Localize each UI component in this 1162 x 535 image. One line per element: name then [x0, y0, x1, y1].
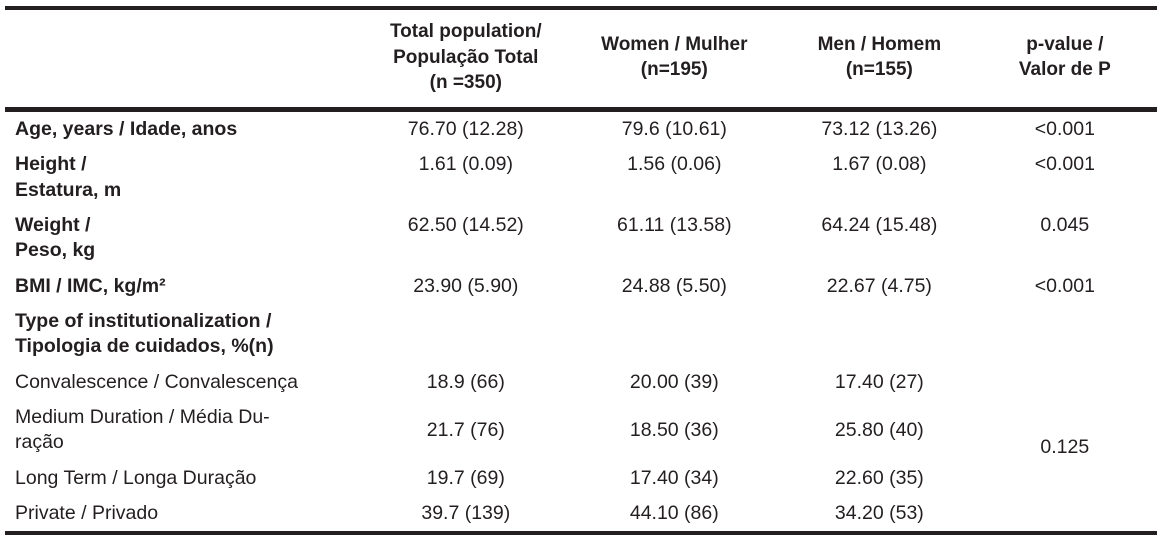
cell-men: 34.20 (53)	[834, 502, 924, 525]
cell-men	[786, 304, 973, 365]
col-header-men: Men / Homem (n=155)	[786, 8, 973, 112]
cell-women: 24.88 (5.50)	[621, 274, 727, 297]
cell-women	[563, 304, 786, 365]
cell-men: 64.24 (15.48)	[821, 213, 938, 236]
cell-women: 61.11 (13.58)	[617, 213, 732, 236]
row-label: Height / Estatura, m	[15, 153, 122, 201]
table-row-convalescence: Convalescence / Convalescença 18.9 (66) …	[5, 365, 1157, 459]
cell-total	[369, 304, 563, 365]
cell-total: 18.9 (66)	[426, 370, 505, 393]
cell-group-pvalue: 0.125	[1040, 436, 1090, 459]
cell-women: 1.56 (0.06)	[627, 153, 722, 176]
cell-total: 76.70 (12.28)	[407, 117, 524, 140]
cell-women: 17.40 (34)	[629, 466, 719, 489]
cell-women: 20.00 (39)	[629, 370, 719, 393]
col-header-empty	[5, 8, 370, 112]
row-label: Age, years / Idade, anos	[15, 117, 238, 140]
row-label: Weight / Peso, kg	[15, 213, 96, 262]
cell-total: 23.90 (5.90)	[413, 274, 519, 297]
cell-pvalue	[973, 304, 1157, 365]
cell-total: 19.7 (69)	[426, 466, 505, 489]
table-row-medium-duration: Medium Duration / Média Du- ração 21.7 (…	[5, 400, 1157, 461]
cell-total: 1.61 (0.09)	[418, 153, 513, 176]
row-label: Private / Privado	[15, 502, 159, 525]
row-label: Convalescence / Convalescença	[15, 370, 298, 393]
row-label: Type of institutionalization / Tipologia…	[15, 309, 274, 358]
population-statistics-table: Total population/ População Total (n =35…	[5, 6, 1157, 535]
table-row-long-term: Long Term / Longa Duração 19.7 (69) 17.4…	[5, 461, 1157, 496]
table-row-institutionalization-type: Type of institutionalization / Tipologia…	[5, 304, 1157, 365]
table-row-bmi: BMI / IMC, kg/m² 23.90 (5.90) 24.88 (5.5…	[5, 269, 1157, 304]
cell-pvalue: <0.001	[1034, 274, 1095, 297]
row-label: Long Term / Longa Duração	[15, 466, 257, 489]
cell-men: 22.67 (4.75)	[826, 274, 932, 297]
cell-women: 18.50 (36)	[629, 418, 719, 441]
cell-total: 39.7 (139)	[421, 502, 511, 525]
cell-women: 79.6 (10.61)	[621, 117, 727, 140]
col-header-pvalue: p-value / Valor de P	[972, 8, 1157, 112]
cell-pvalue: 0.045	[1040, 213, 1090, 236]
cell-men: 17.40 (27)	[834, 370, 924, 393]
header-row: Total population/ População Total (n =35…	[5, 8, 1157, 112]
cell-men: 73.12 (13.26)	[821, 117, 938, 140]
table-row-age: Age, years / Idade, anos 76.70 (12.28) 7…	[5, 109, 1157, 147]
col-header-women: Women / Mulher (n=195)	[562, 8, 787, 112]
cell-total: 62.50 (14.52)	[407, 213, 524, 236]
table-row-weight: Weight / Peso, kg 62.50 (14.52) 61.11 (1…	[5, 208, 1157, 269]
cell-men: 1.67 (0.08)	[832, 153, 927, 176]
cell-men: 25.80 (40)	[834, 418, 924, 441]
cell-pvalue: <0.001	[1034, 117, 1095, 140]
cell-pvalue: <0.001	[1034, 153, 1095, 176]
row-label: Medium Duration / Média Du- ração	[15, 406, 270, 454]
cell-men: 22.60 (35)	[834, 466, 924, 489]
table-row-private: Private / Privado 39.7 (139) 44.10 (86) …	[5, 496, 1157, 534]
row-label: BMI / IMC, kg/m²	[15, 274, 166, 297]
table-row-height: Height / Estatura, m 1.61 (0.09) 1.56 (0…	[5, 147, 1157, 208]
col-header-total-population: Total population/ População Total (n =35…	[369, 8, 563, 112]
cell-total: 21.7 (76)	[426, 418, 505, 441]
cell-women: 44.10 (86)	[629, 502, 719, 525]
